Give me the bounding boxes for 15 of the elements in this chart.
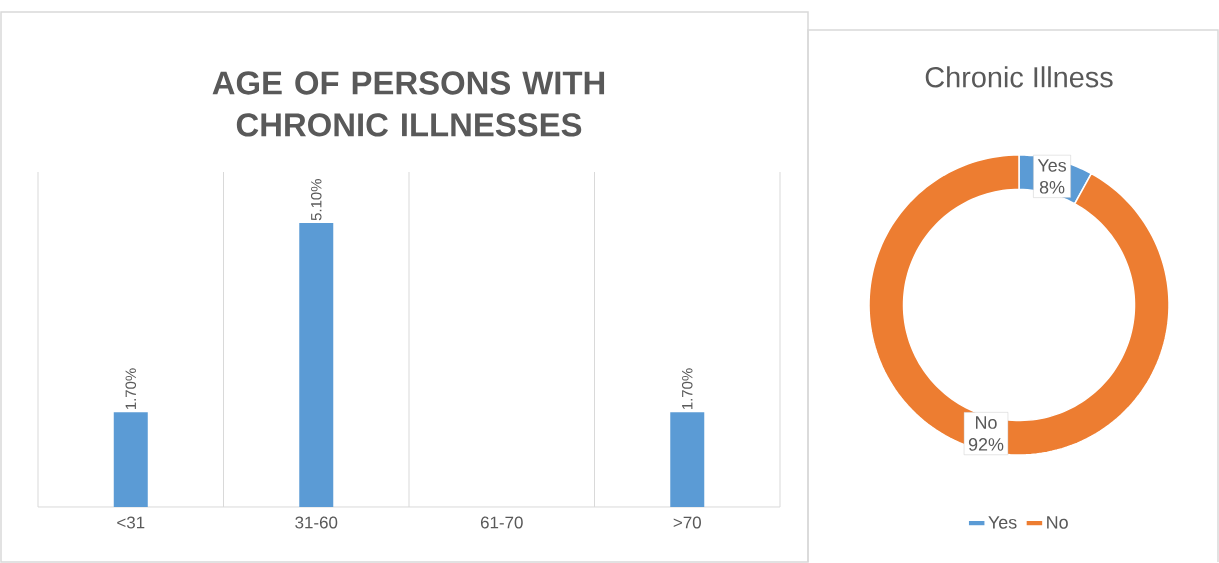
legend-label: No — [1047, 516, 1068, 529]
data-label: 1.70% — [681, 368, 693, 410]
x-tick-label: 31-60 — [295, 516, 338, 529]
data-label: 1.70% — [125, 368, 137, 410]
slice-label: Yes — [1037, 159, 1067, 172]
x-tick-label: <31 — [117, 516, 145, 529]
x-tick-label: >70 — [673, 516, 701, 529]
data-label: 92% — [968, 438, 1004, 451]
chart-title: AGE OF PERSONS WITH CHRONIC ILLNESSES — [212, 71, 605, 137]
data-label: 5.10% — [310, 179, 322, 221]
x-tick-label: 61-70 — [480, 516, 523, 529]
slice-label: No — [976, 416, 997, 429]
chart-title: Chronic Illness — [925, 66, 1113, 88]
legend-label: Yes — [988, 516, 1017, 529]
data-label: 8% — [1039, 180, 1065, 194]
